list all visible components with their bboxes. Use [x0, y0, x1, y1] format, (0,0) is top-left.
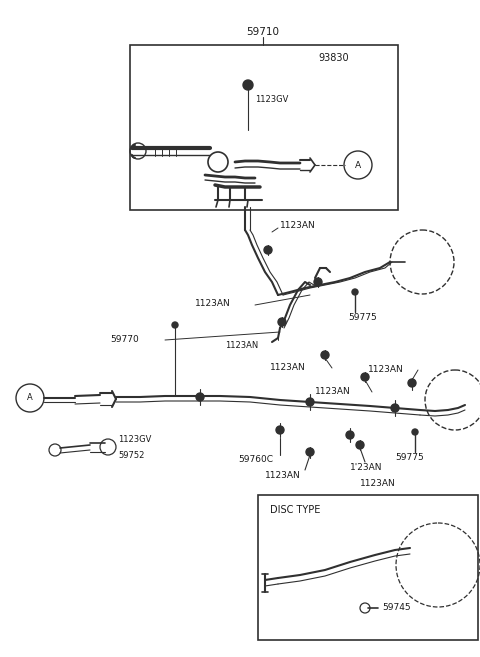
- Circle shape: [356, 441, 364, 449]
- Circle shape: [276, 426, 284, 434]
- Text: 1123AN: 1123AN: [195, 298, 231, 307]
- Text: 1123AN: 1123AN: [315, 388, 351, 397]
- Text: 1123AN: 1123AN: [368, 365, 404, 374]
- Text: 59775: 59775: [395, 453, 424, 463]
- Text: 59770: 59770: [110, 336, 139, 344]
- Text: 1123AN: 1123AN: [280, 221, 316, 229]
- Text: 1123GV: 1123GV: [118, 436, 151, 445]
- Text: A: A: [27, 394, 33, 403]
- Circle shape: [306, 398, 314, 406]
- Text: 1123AN: 1123AN: [265, 470, 301, 480]
- Circle shape: [172, 322, 178, 328]
- Circle shape: [321, 351, 329, 359]
- Bar: [130, 45, 398, 210]
- Circle shape: [408, 379, 416, 387]
- Circle shape: [412, 429, 418, 435]
- Text: DISC TYPE: DISC TYPE: [270, 505, 320, 515]
- Circle shape: [361, 373, 369, 381]
- Circle shape: [264, 246, 272, 254]
- Text: 59752: 59752: [118, 451, 144, 461]
- Text: 1123AN: 1123AN: [225, 340, 258, 350]
- Circle shape: [278, 318, 286, 326]
- Circle shape: [314, 278, 322, 286]
- Circle shape: [352, 289, 358, 295]
- Circle shape: [391, 404, 399, 412]
- Text: A: A: [355, 160, 361, 170]
- Text: 1123AN: 1123AN: [270, 363, 306, 373]
- Circle shape: [196, 393, 204, 401]
- Text: 59745: 59745: [382, 604, 410, 612]
- Circle shape: [243, 80, 253, 90]
- Circle shape: [306, 448, 314, 456]
- Circle shape: [346, 431, 354, 439]
- Text: 59760C: 59760C: [238, 455, 273, 464]
- Text: 1'23AN: 1'23AN: [350, 463, 383, 472]
- Text: 59710: 59710: [247, 27, 279, 37]
- Bar: [258, 495, 478, 640]
- Text: 1123GV: 1123GV: [255, 95, 288, 104]
- Text: 59775: 59775: [348, 313, 377, 323]
- Text: 93830: 93830: [318, 53, 348, 63]
- Text: 1123AN: 1123AN: [360, 478, 396, 487]
